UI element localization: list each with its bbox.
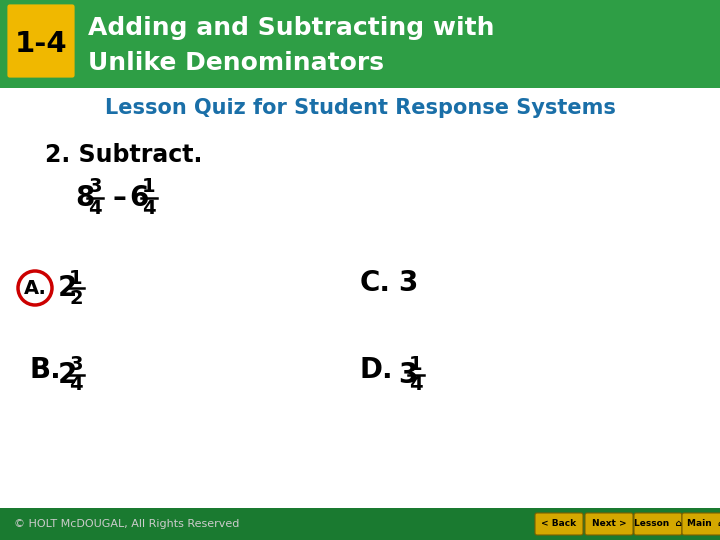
Text: 4: 4 (88, 199, 102, 219)
Text: 2: 2 (69, 288, 83, 307)
Text: Lesson  ⌂: Lesson ⌂ (634, 519, 682, 529)
Text: Adding and Subtracting with: Adding and Subtracting with (88, 16, 495, 40)
Text: 4: 4 (409, 375, 423, 395)
Text: 1: 1 (409, 355, 423, 375)
Text: 4: 4 (69, 375, 83, 395)
Text: 8: 8 (75, 184, 94, 212)
FancyBboxPatch shape (0, 508, 720, 540)
Text: 3: 3 (398, 269, 418, 297)
Text: C.: C. (360, 269, 391, 297)
FancyBboxPatch shape (0, 0, 720, 88)
Text: Next >: Next > (592, 519, 626, 529)
Text: –: – (113, 184, 127, 212)
Text: Unlike Denominators: Unlike Denominators (88, 51, 384, 75)
FancyBboxPatch shape (535, 513, 583, 535)
Text: 1-4: 1-4 (14, 30, 67, 58)
Text: 3: 3 (398, 361, 418, 389)
Text: B.: B. (30, 356, 62, 384)
Text: D.: D. (360, 356, 394, 384)
Text: 3: 3 (69, 355, 83, 375)
FancyBboxPatch shape (6, 3, 76, 79)
Text: 2. Subtract.: 2. Subtract. (45, 143, 202, 167)
Text: 4: 4 (142, 199, 156, 219)
FancyBboxPatch shape (634, 513, 682, 535)
Text: 6: 6 (129, 184, 148, 212)
Text: Main  ⌂: Main ⌂ (688, 519, 720, 529)
Text: A.: A. (24, 279, 46, 298)
Text: 3: 3 (89, 178, 102, 197)
FancyBboxPatch shape (585, 513, 633, 535)
Text: 1: 1 (142, 178, 156, 197)
Text: 2: 2 (58, 274, 77, 302)
Text: < Back: < Back (541, 519, 577, 529)
Text: Lesson Quiz for Student Response Systems: Lesson Quiz for Student Response Systems (104, 98, 616, 118)
Text: 1: 1 (69, 268, 83, 287)
Text: 2: 2 (58, 361, 77, 389)
Text: © HOLT McDOUGAL, All Rights Reserved: © HOLT McDOUGAL, All Rights Reserved (14, 519, 239, 529)
FancyBboxPatch shape (682, 513, 720, 535)
